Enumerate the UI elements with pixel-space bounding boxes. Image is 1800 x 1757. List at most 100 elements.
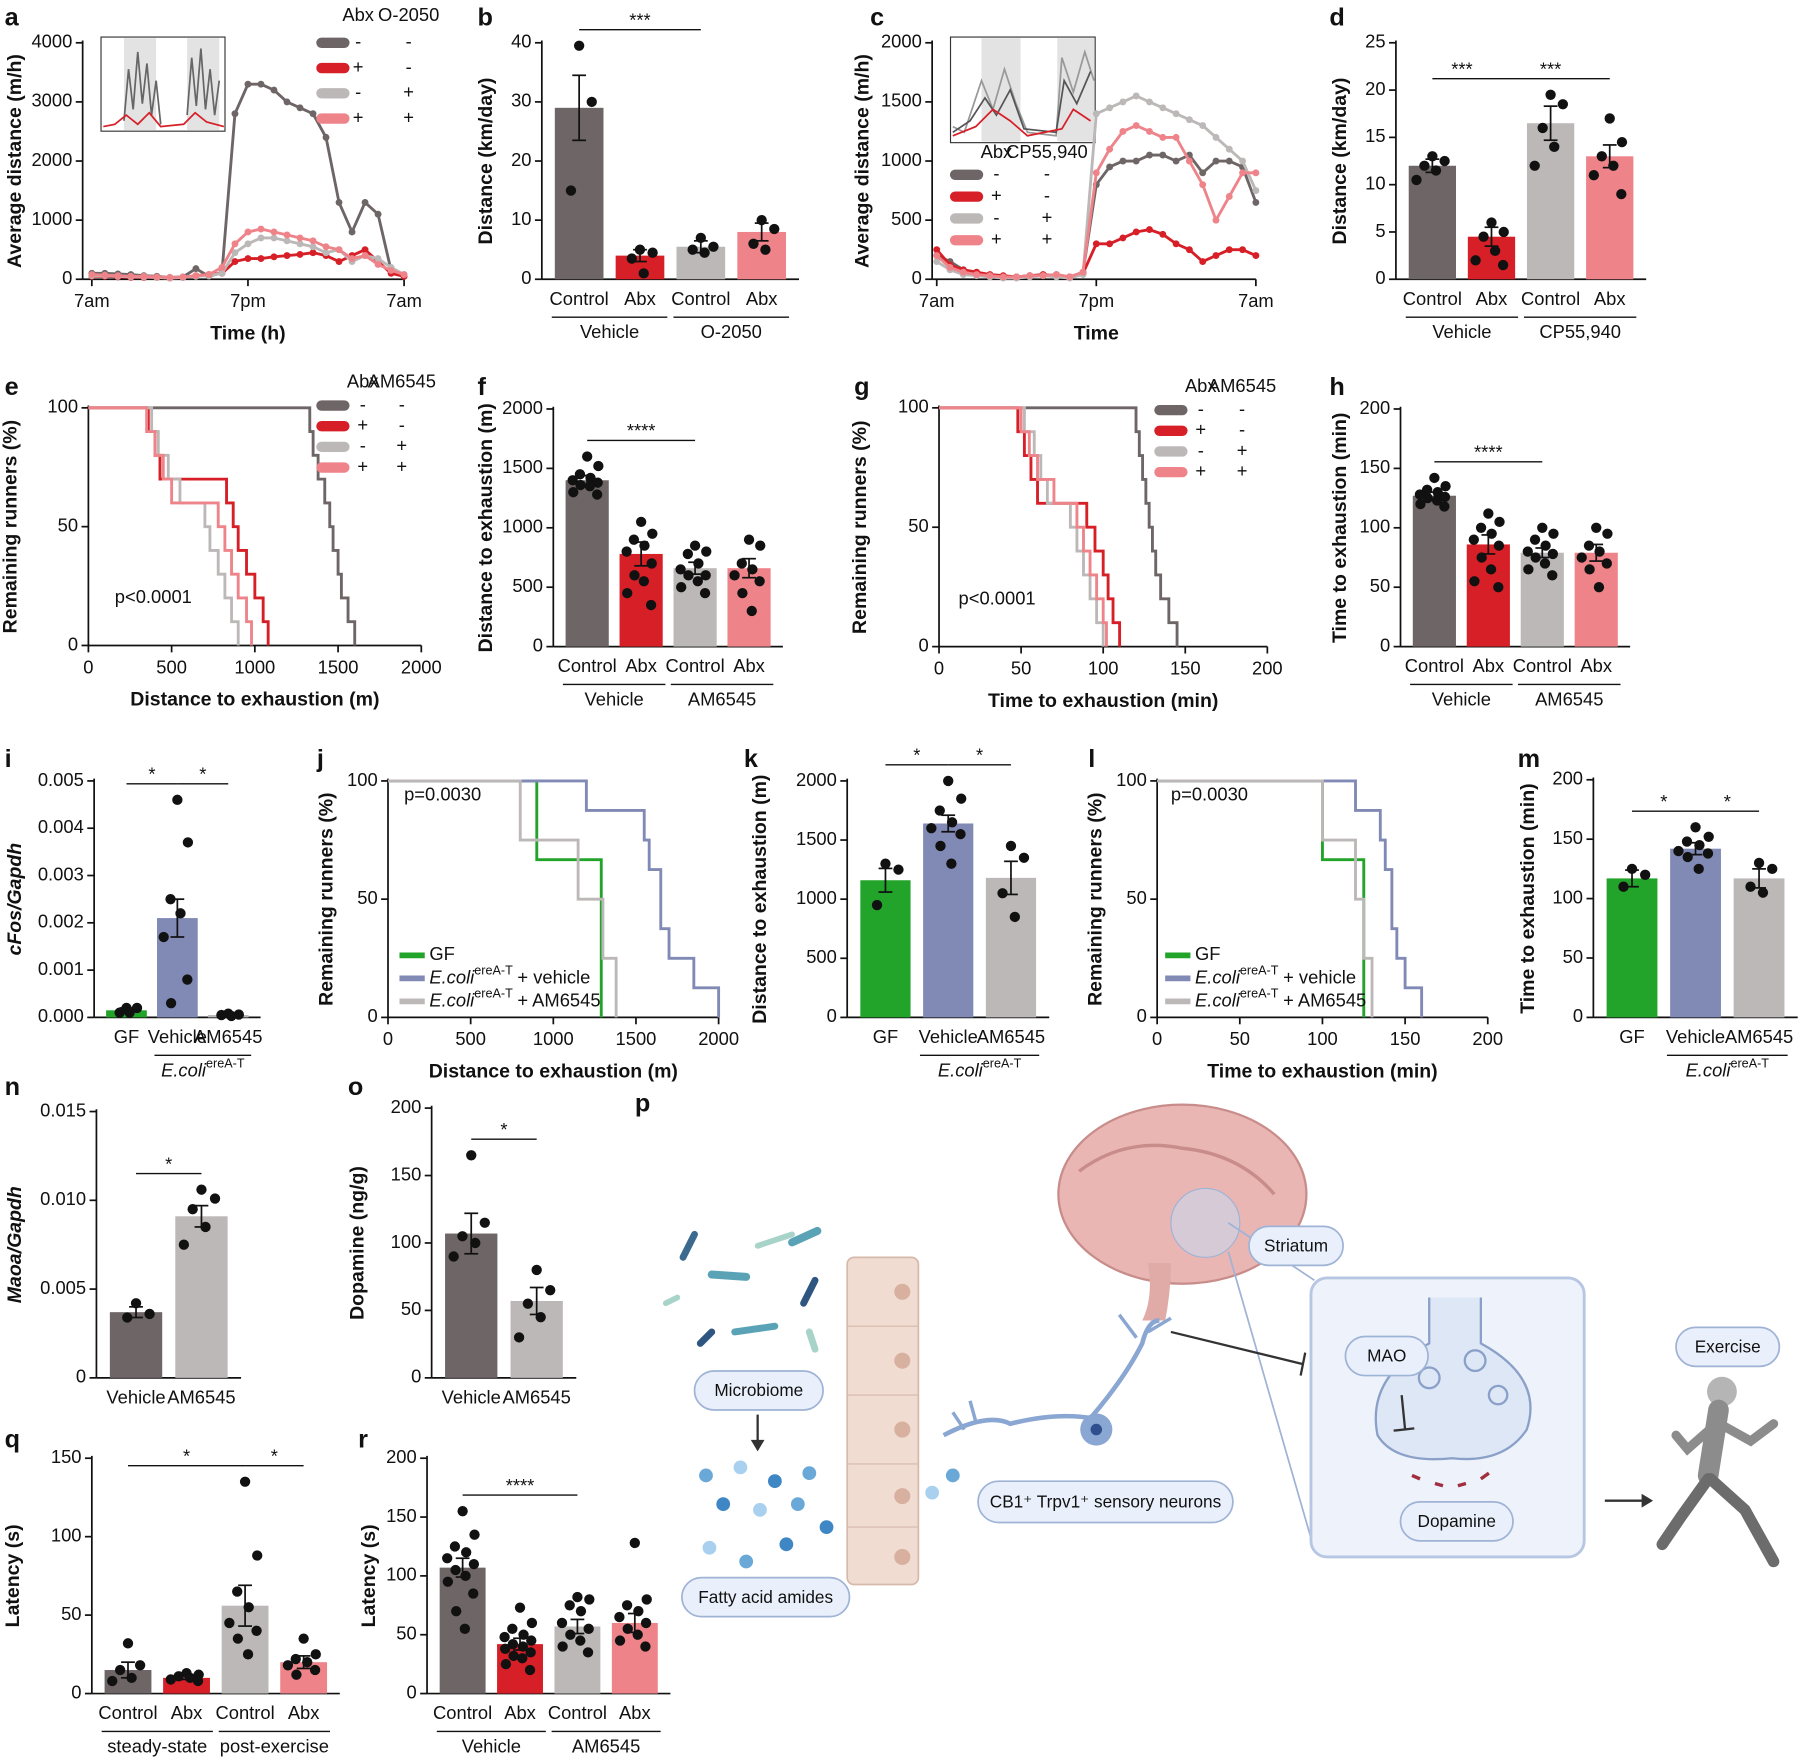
data-point (1602, 528, 1613, 539)
y-tick-label: 0 (1380, 634, 1390, 655)
legend-entry: + (396, 455, 407, 476)
line-point (296, 104, 304, 112)
line-point (231, 249, 239, 257)
inset-c (949, 36, 1096, 144)
data-point (1430, 165, 1442, 176)
data-point (126, 1672, 137, 1684)
y-tick-label: 1000 (881, 149, 922, 170)
data-point (184, 1672, 196, 1684)
y-axis-title: Distance (km/day) (475, 78, 497, 245)
bar (985, 877, 1037, 1018)
x-tick-label: Abx (1476, 288, 1508, 309)
y-tick-label: 50 (1126, 887, 1146, 908)
x-tick-label: 7am (74, 290, 110, 311)
y-tick-label: 30 (511, 90, 531, 111)
data-point (1702, 848, 1714, 859)
x-tick-label: AM6545 (502, 1386, 570, 1407)
line-point (309, 110, 317, 118)
x-tick-label: 200 (1472, 1028, 1503, 1049)
panel-letter: b (478, 3, 493, 31)
y-axis-title: Distance to exhaustion (m) (749, 775, 771, 1024)
data-point (114, 1007, 125, 1018)
data-point (582, 1647, 594, 1658)
y-tick-label: 500 (891, 208, 922, 229)
data-point (565, 1629, 576, 1640)
data-point (500, 1643, 511, 1655)
y-axis-title: Distance (km/day) (1329, 78, 1351, 245)
line-point (1106, 104, 1114, 112)
line-point (1252, 187, 1260, 195)
line-point (270, 86, 278, 94)
bar (104, 1670, 152, 1694)
line-point (374, 210, 382, 218)
legend-entry-part: E.coli (429, 989, 475, 1010)
x-tick-label: 7am (386, 290, 422, 311)
y-tick-label: 0 (1573, 1005, 1583, 1026)
x-tick-label: Control (548, 1702, 607, 1723)
line-point (1159, 133, 1167, 141)
data-point (122, 1638, 134, 1649)
data-point (1583, 540, 1595, 551)
data-point (956, 793, 967, 804)
line-point (244, 80, 252, 88)
data-point (200, 1221, 211, 1233)
brain-stem (1142, 1263, 1171, 1321)
data-point (695, 232, 706, 244)
group-label: AM6545 (1535, 688, 1603, 709)
x-tick-label: Abx (733, 655, 765, 676)
line-point (361, 246, 369, 254)
x-tick-label: 7pm (230, 290, 266, 311)
survival-curve (1157, 779, 1424, 1018)
data-point (1601, 558, 1612, 569)
data-point (535, 1311, 546, 1323)
group-label: steady-state (107, 1735, 207, 1756)
striatum-label: Striatum (1264, 1236, 1328, 1256)
data-point (545, 1285, 556, 1296)
data-point (124, 1007, 135, 1018)
legend-entry: + (403, 81, 414, 102)
line-point (192, 265, 200, 273)
data-point (1537, 122, 1548, 134)
diagram: p (635, 1089, 1781, 1618)
data-point (468, 1588, 479, 1599)
fatty-acid-droplets (699, 1460, 960, 1569)
line-point (1172, 157, 1180, 165)
line-point (1199, 258, 1207, 265)
legend-header: Abx (342, 4, 374, 25)
x-tick-label: Abx (624, 288, 656, 309)
group-label: CP55,940 (1539, 321, 1621, 342)
y-tick-label: 0.015 (40, 1099, 86, 1120)
line-point (959, 268, 967, 276)
y-tick-label: 100 (391, 1231, 422, 1252)
line-point (283, 237, 291, 245)
y-tick-label: 1500 (881, 90, 922, 111)
y-axis-title: Latency (s) (358, 1524, 380, 1627)
data-point (242, 1649, 254, 1660)
data-point (640, 1617, 652, 1629)
panel-letter: r (358, 1426, 368, 1454)
data-point (647, 528, 658, 539)
data-point (1494, 516, 1505, 528)
line-point (1132, 92, 1140, 100)
striatum-region (1170, 1187, 1241, 1258)
data-point (524, 1664, 536, 1676)
x-tick-label: Control (671, 288, 730, 309)
vesicle (1487, 1384, 1509, 1406)
data-point (946, 817, 958, 828)
data-point (629, 1537, 640, 1549)
y-tick-label: 0 (367, 1005, 377, 1026)
data-point (1537, 522, 1548, 533)
y-tick-label: 0 (68, 633, 78, 654)
y-tick-label: 0 (76, 1366, 86, 1387)
y-axis-title: Maoa/Gapdh (4, 1186, 26, 1303)
line-point (335, 198, 343, 206)
line-point (1225, 145, 1233, 153)
bar (1466, 544, 1510, 647)
y-tick-label: 2000 (881, 31, 922, 52)
x-tick-label: 150 (1390, 1028, 1421, 1049)
data-point (1486, 217, 1497, 228)
bar (1606, 878, 1658, 1018)
line-point (231, 240, 239, 248)
data-point (1548, 528, 1559, 539)
